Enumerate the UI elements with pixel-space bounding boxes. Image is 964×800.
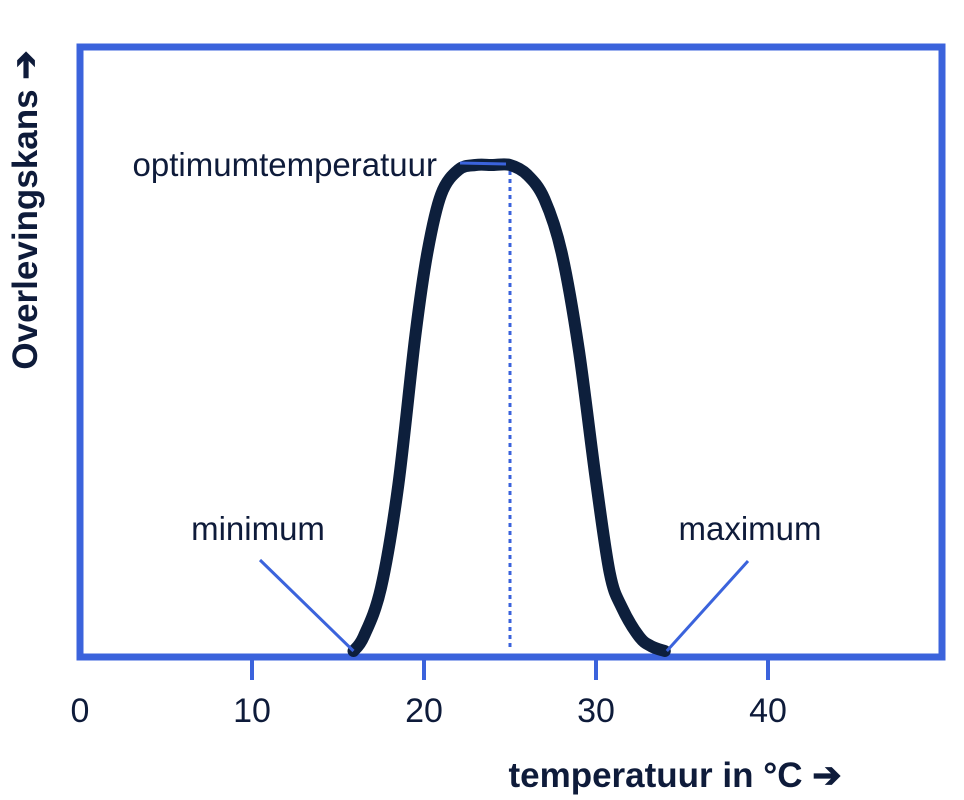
- annotations: optimumtemperatuur minimum maximum: [133, 146, 822, 653]
- x-tick-label: 0: [71, 692, 90, 730]
- x-tick-label: 20: [405, 692, 443, 730]
- minimum-label: minimum: [191, 510, 325, 547]
- plot-frame: [76, 43, 946, 661]
- minimum-leader-line: [258, 558, 355, 653]
- maximum-leader-line: [665, 559, 750, 653]
- y-axis-title: Overlevingskans ➔: [6, 50, 45, 369]
- optimum-leader-line: [459, 161, 507, 166]
- x-axis-title: temperatuur in °C ➔: [508, 756, 841, 795]
- x-tick-label: 10: [233, 692, 271, 730]
- x-axis-ticks: 0 10 20 30 40: [71, 657, 787, 730]
- maximum-label: maximum: [678, 510, 821, 547]
- optimum-label: optimumtemperatuur: [133, 146, 437, 183]
- x-tick-label: 30: [577, 692, 615, 730]
- x-tick-label: 40: [749, 692, 787, 730]
- survival-curve: [347, 158, 671, 657]
